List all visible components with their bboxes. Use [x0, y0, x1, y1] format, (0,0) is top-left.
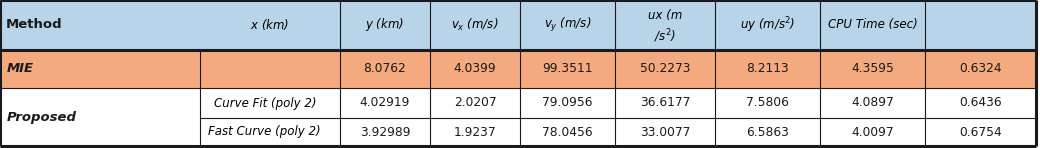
Text: MIE: MIE	[6, 62, 33, 75]
Text: 99.3511: 99.3511	[542, 62, 593, 75]
Bar	[0, 118, 1036, 146]
Text: 4.0399: 4.0399	[453, 62, 496, 75]
Text: 8.0762: 8.0762	[364, 62, 407, 75]
Text: 78.0456: 78.0456	[542, 126, 593, 139]
Text: 50.2273: 50.2273	[640, 62, 691, 75]
Text: Curve Fit (poly 2): Curve Fit (poly 2)	[213, 96, 316, 110]
Bar	[0, 0, 1036, 50]
Text: 79.0956: 79.0956	[542, 96, 593, 110]
Text: /s$^2$): /s$^2$)	[654, 27, 676, 45]
Text: 33.0077: 33.0077	[640, 126, 691, 139]
Text: $v_y$ (m/s): $v_y$ (m/s)	[544, 16, 591, 34]
Text: Fast Curve (poly 2): Fast Curve (poly 2)	[208, 126, 321, 139]
Bar	[0, 50, 1036, 88]
Text: 2.0207: 2.0207	[453, 96, 496, 110]
Text: 8.2113: 8.2113	[746, 62, 789, 75]
Text: $x$ (km): $x$ (km)	[251, 17, 289, 33]
Bar	[0, 88, 1036, 118]
Text: Proposed: Proposed	[6, 111, 76, 123]
Text: 0.6436: 0.6436	[959, 96, 1002, 110]
Text: 4.0897: 4.0897	[851, 96, 893, 110]
Text: 0.6324: 0.6324	[959, 62, 1002, 75]
Text: 3.92989: 3.92989	[360, 126, 410, 139]
Text: uy (m/s$^2$): uy (m/s$^2$)	[739, 15, 796, 35]
Text: 1.9237: 1.9237	[453, 126, 496, 139]
Text: 6.5863: 6.5863	[746, 126, 789, 139]
Text: 7.5806: 7.5806	[746, 96, 789, 110]
Text: 4.3595: 4.3595	[851, 62, 894, 75]
Text: 4.0097: 4.0097	[851, 126, 893, 139]
Text: CPU Time (sec): CPU Time (sec)	[828, 18, 917, 32]
Text: 4.02919: 4.02919	[360, 96, 410, 110]
Text: ux (m: ux (m	[648, 8, 682, 21]
Text: 0.6754: 0.6754	[959, 126, 1002, 139]
Text: $v_x$ (m/s): $v_x$ (m/s)	[451, 17, 499, 33]
Text: Method: Method	[6, 18, 62, 32]
Text: 36.6177: 36.6177	[640, 96, 691, 110]
Text: $y$ (km): $y$ (km)	[365, 16, 405, 33]
